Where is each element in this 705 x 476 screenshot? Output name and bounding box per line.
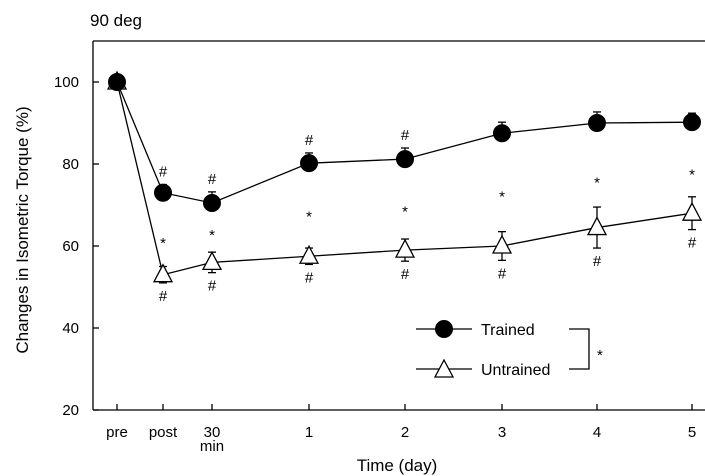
x-tick-label: 3 <box>498 424 506 441</box>
x-tick-label: 30 <box>204 424 221 441</box>
legend: Trained Untrained * <box>416 320 603 379</box>
legend-significance-marker: * <box>597 347 603 364</box>
x-tick-label: 4 <box>593 424 601 441</box>
legend-trained-marker <box>435 320 453 338</box>
data-point <box>203 193 221 212</box>
x-tick-label: 2 <box>401 424 409 441</box>
untrained-annotation: # <box>401 266 410 283</box>
between-group-annotation: * <box>402 204 408 221</box>
legend-untrained-label: Untrained <box>481 362 550 379</box>
trained-annotation: # <box>401 127 410 144</box>
chart-title: 90 deg <box>90 11 142 30</box>
y-tick-label: 100 <box>54 74 79 91</box>
data-point <box>201 251 223 271</box>
significance-annotations: # # # # # # # # # # # * * * * * * * <box>159 127 697 305</box>
trained-annotation: # <box>305 132 314 149</box>
x-tick-label: 1 <box>305 424 313 441</box>
data-point <box>491 234 513 254</box>
x-tick-label: pre <box>106 424 128 441</box>
x-tick-label: 5 <box>688 424 696 441</box>
legend-trained-label: Trained <box>481 322 535 339</box>
data-point <box>683 113 701 132</box>
data-point <box>298 244 320 264</box>
trained-annotation: # <box>159 164 168 181</box>
data-point <box>154 183 172 202</box>
data-point <box>493 124 511 143</box>
y-tick-label: 40 <box>62 320 79 337</box>
untrained-annotation: # <box>305 269 314 286</box>
data-point <box>108 73 126 91</box>
untrained-annotation: # <box>688 235 697 252</box>
between-group-annotation: * <box>209 227 215 244</box>
trained-annotation: # <box>208 171 217 188</box>
legend-bracket <box>569 328 590 370</box>
untrained-annotation: # <box>159 288 168 305</box>
y-tick-labels: 20 40 60 80 100 <box>54 74 79 419</box>
series-trained <box>108 73 701 212</box>
data-point <box>681 201 703 221</box>
data-point <box>396 150 414 169</box>
axes <box>92 40 705 411</box>
untrained-annotation: # <box>498 265 507 282</box>
y-tick-label: 60 <box>62 238 79 255</box>
between-group-annotation: * <box>499 189 505 206</box>
between-group-annotation: * <box>160 235 166 252</box>
series-untrained-line <box>116 81 693 276</box>
series-untrained <box>106 70 703 284</box>
data-point <box>586 216 608 236</box>
data-point <box>152 263 174 283</box>
untrained-annotation: # <box>208 278 217 295</box>
x-tick-label: min <box>200 438 224 455</box>
data-point <box>394 238 416 258</box>
data-point <box>300 154 318 173</box>
untrained-annotation: # <box>593 253 602 270</box>
legend-untrained-marker <box>433 358 455 378</box>
between-group-annotation: * <box>594 174 600 191</box>
x-axis-label: Time (day) <box>357 456 438 475</box>
x-tick-label: post <box>149 424 178 441</box>
y-tick-label: 80 <box>62 156 79 173</box>
data-point <box>588 114 606 132</box>
between-group-annotation: * <box>306 209 312 226</box>
between-group-annotation: * <box>689 167 695 184</box>
y-axis-label: Changes in Isometric Torque (%) <box>13 106 32 353</box>
y-tick-label: 20 <box>62 402 79 419</box>
